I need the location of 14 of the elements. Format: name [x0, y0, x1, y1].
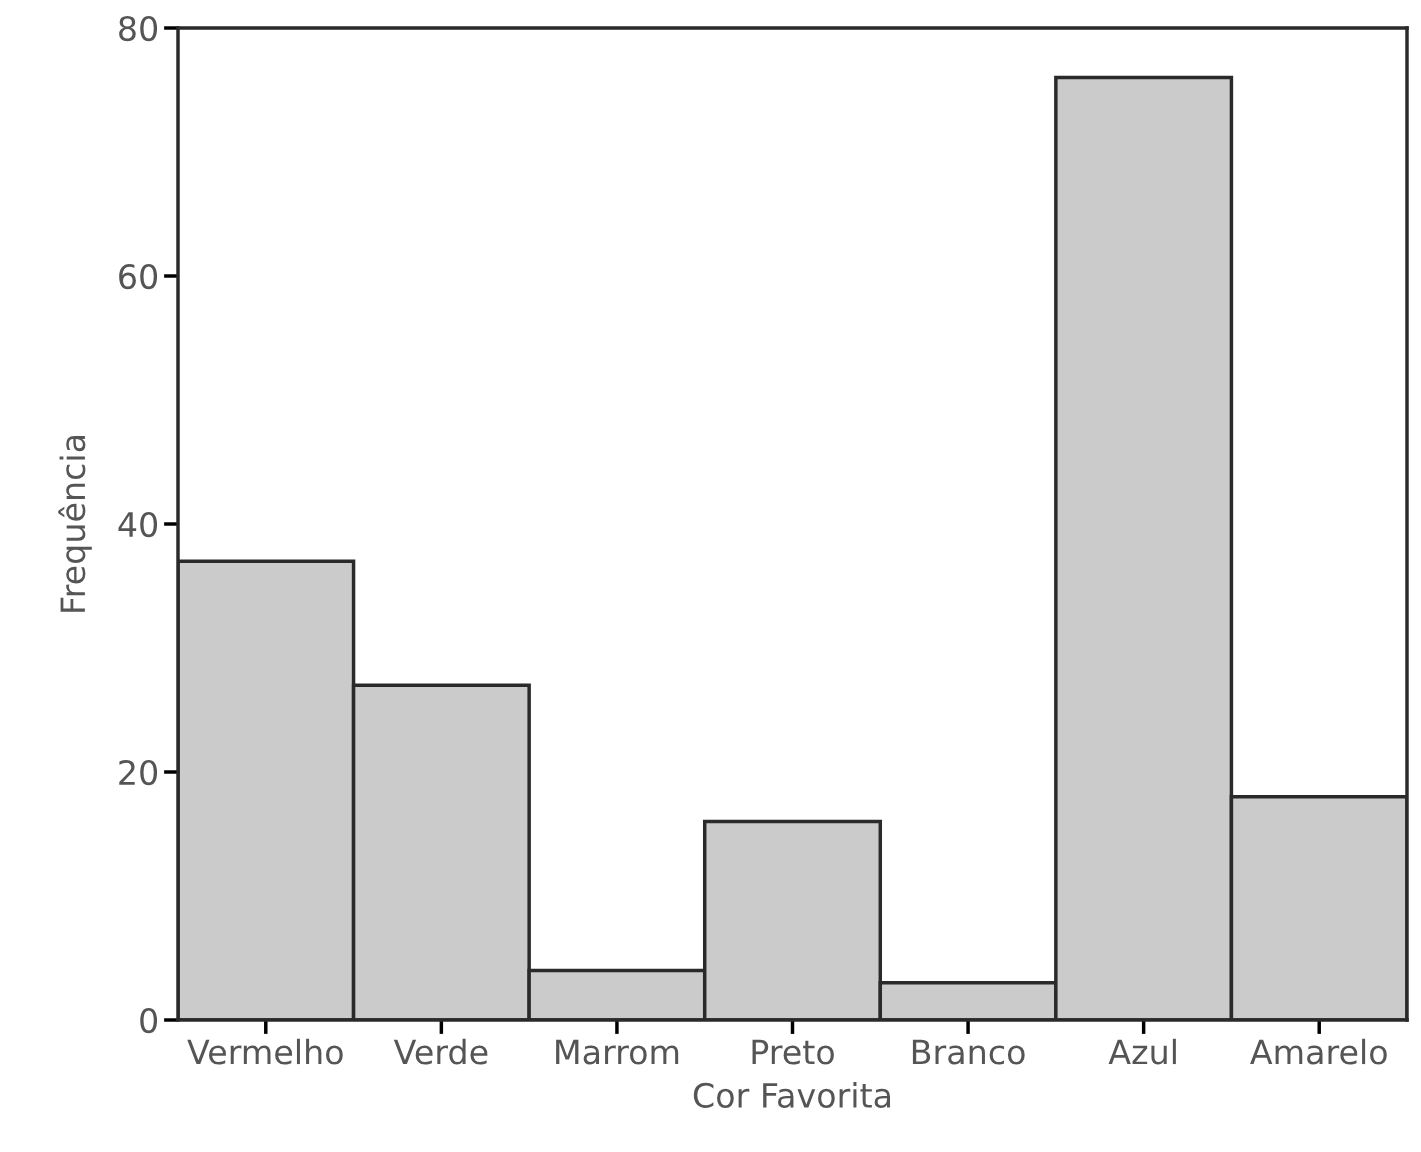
x-tick-label: Azul	[1108, 1038, 1176, 1065]
y-tick-label: 40	[118, 511, 158, 538]
y-tick-label: 20	[119, 759, 158, 786]
y-axis-title: Frequência	[58, 435, 92, 612]
x-tick-label: Amarelo	[1250, 1038, 1387, 1065]
x-tick-label: Preto	[752, 1039, 834, 1065]
x-tick-label: Verde	[393, 1038, 488, 1065]
y-tick-label: 0	[140, 1007, 158, 1034]
x-tick-label: Marrom	[556, 1039, 679, 1065]
x-axis-title: Cor Favorita	[693, 1082, 891, 1108]
y-tick-label: 60	[119, 263, 158, 290]
x-tick-label: Branco	[912, 1039, 1025, 1065]
x-tick-label: Vermelho	[187, 1038, 343, 1065]
y-tick-label: 80	[119, 15, 158, 42]
